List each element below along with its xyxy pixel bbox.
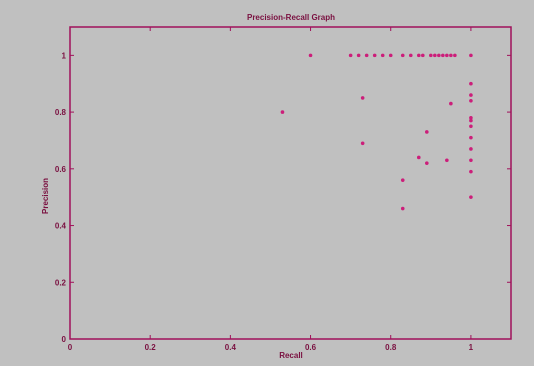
data-point: [469, 169, 473, 174]
plot-area-frame: [69, 26, 512, 340]
data-point: [453, 53, 457, 58]
y-tick-label: 1: [62, 51, 67, 60]
data-point: [469, 124, 473, 129]
data-point: [425, 130, 429, 134]
data-point: [308, 53, 313, 58]
data-point: [437, 53, 441, 58]
data-point: [445, 53, 449, 58]
data-point: [372, 53, 377, 58]
data-point: [416, 155, 421, 160]
data-point: [469, 147, 473, 151]
chart-title: Precision-Recall Graph: [247, 13, 335, 22]
data-point: [469, 93, 473, 97]
data-point: [469, 135, 473, 140]
data-point: [469, 118, 473, 123]
y-tick-label: 0.8: [55, 108, 67, 117]
data-point: [421, 53, 425, 58]
data-point: [400, 206, 405, 211]
data-point: [280, 110, 285, 114]
data-point: [360, 96, 365, 100]
y-axis-label: Precision: [41, 178, 50, 214]
y-tick-label: 0.6: [55, 165, 67, 174]
data-point: [441, 53, 445, 58]
data-point: [416, 53, 421, 58]
data-point: [445, 158, 449, 163]
y-axis-ticks: 0 0.2 0.4 0.6 0.8 1: [55, 51, 511, 344]
data-point: [400, 53, 405, 58]
data-point: [469, 81, 473, 86]
data-point: [469, 195, 473, 199]
data-point: [433, 53, 437, 58]
data-point: [469, 98, 473, 103]
y-tick-label: 0.4: [55, 222, 67, 231]
data-points: [280, 53, 473, 211]
data-point: [400, 178, 405, 182]
x-tick-label: 1: [469, 343, 474, 352]
data-point: [425, 161, 429, 165]
data-point: [449, 101, 453, 106]
x-axis-label: Recall: [279, 351, 303, 360]
data-point: [408, 53, 413, 58]
x-tick-label: 0.6: [305, 343, 317, 352]
x-tick-label: 0.2: [145, 343, 157, 352]
x-axis-ticks: 0 0.2 0.4 0.6 0.8 1: [68, 27, 474, 352]
x-tick-label: 0.4: [225, 343, 237, 352]
data-point: [388, 53, 393, 58]
data-point: [380, 53, 385, 58]
data-point: [449, 53, 453, 58]
data-point: [364, 53, 369, 58]
data-point: [469, 53, 473, 58]
data-point: [429, 53, 433, 58]
data-point: [348, 53, 353, 58]
data-point: [469, 115, 473, 120]
data-point: [360, 141, 365, 146]
data-point: [356, 53, 361, 58]
y-tick-label: 0: [62, 335, 67, 344]
x-tick-label: 0.8: [385, 343, 397, 352]
y-tick-label: 0.2: [55, 278, 67, 287]
x-tick-label: 0: [68, 343, 73, 352]
data-point: [469, 158, 473, 163]
